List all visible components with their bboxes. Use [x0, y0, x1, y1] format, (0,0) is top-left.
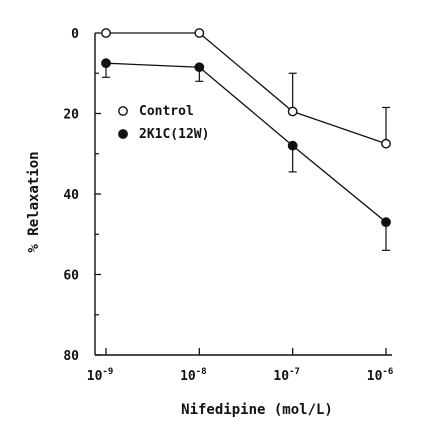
- y-tick-label-40: 40: [63, 188, 79, 203]
- series-1: [101, 58, 391, 251]
- data-point: [287, 140, 298, 151]
- legend-label-1: 2K1C(12W): [139, 127, 209, 142]
- y-tick-label-0: 0: [71, 27, 79, 42]
- x-axis-title: Nifedipine (mol/L): [181, 402, 333, 418]
- series-0: [101, 28, 391, 149]
- legend: Control 2K1C(12W): [118, 104, 209, 142]
- data-point: [101, 28, 111, 38]
- axes: 0 20 40 60 80 10-9 10-8 10-7 10-6: [63, 27, 393, 384]
- y-axis-title: % Relaxation: [26, 151, 42, 252]
- data-point: [381, 138, 391, 149]
- series-line-1: [105, 62, 387, 223]
- legend-marker-0: [118, 106, 128, 116]
- legend-marker-1: [118, 129, 128, 139]
- y-tick-label-20: 20: [63, 108, 79, 123]
- x-tick-label--6: 10-6: [367, 367, 394, 384]
- data-point: [287, 106, 298, 117]
- data-point: [194, 28, 205, 38]
- data-point: [101, 58, 111, 69]
- x-tick-label--9: 10-9: [87, 367, 114, 384]
- series-layer: [101, 28, 391, 251]
- x-tick-label--8: 10-8: [180, 367, 207, 384]
- series-line-0: [106, 32, 387, 145]
- data-point: [194, 62, 205, 73]
- y-tick-label-80: 80: [63, 349, 79, 364]
- data-point: [381, 217, 391, 228]
- legend-label-0: Control: [139, 104, 194, 119]
- x-tick-label--7: 10-7: [273, 367, 300, 384]
- y-tick-label-60: 60: [63, 269, 79, 284]
